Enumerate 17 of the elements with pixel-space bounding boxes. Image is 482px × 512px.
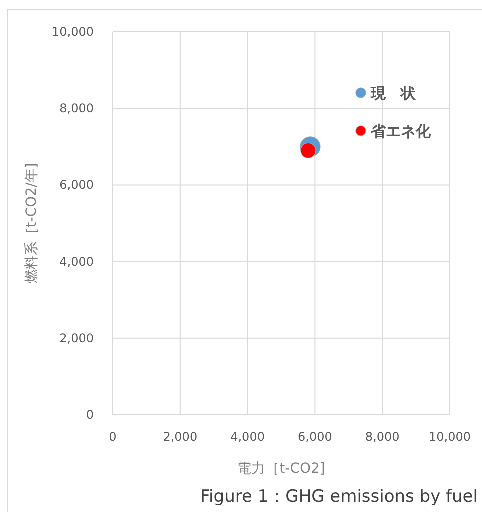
legend-label: 現 状 [370, 84, 417, 102]
y-tick-label: 8,000 [60, 102, 94, 116]
x-tick-label: 6,000 [298, 430, 332, 444]
y-axis-title: 燃料系［t-CO2/年] [24, 163, 40, 284]
y-tick-label: 2,000 [60, 331, 94, 346]
x-tick-label: 2,000 [163, 430, 198, 444]
legend-label: 省エネ化 [370, 122, 432, 140]
y-tick-label: 0 [86, 408, 94, 422]
x-tick-label: 4,000 [230, 430, 265, 444]
y-tick-label: 4,000 [60, 254, 94, 269]
x-tick-label: 10,000 [429, 430, 471, 444]
caption: Figure 1：GHG emissions by fuel [200, 487, 478, 507]
x-axis-title: 電力［t-CO2] [238, 461, 326, 477]
y-tick-label: 6,000 [60, 178, 94, 192]
x-tick-label: 8,000 [365, 430, 400, 444]
y-tick-label: 10,000 [52, 25, 94, 39]
x-tick-label: 0 [109, 430, 117, 444]
